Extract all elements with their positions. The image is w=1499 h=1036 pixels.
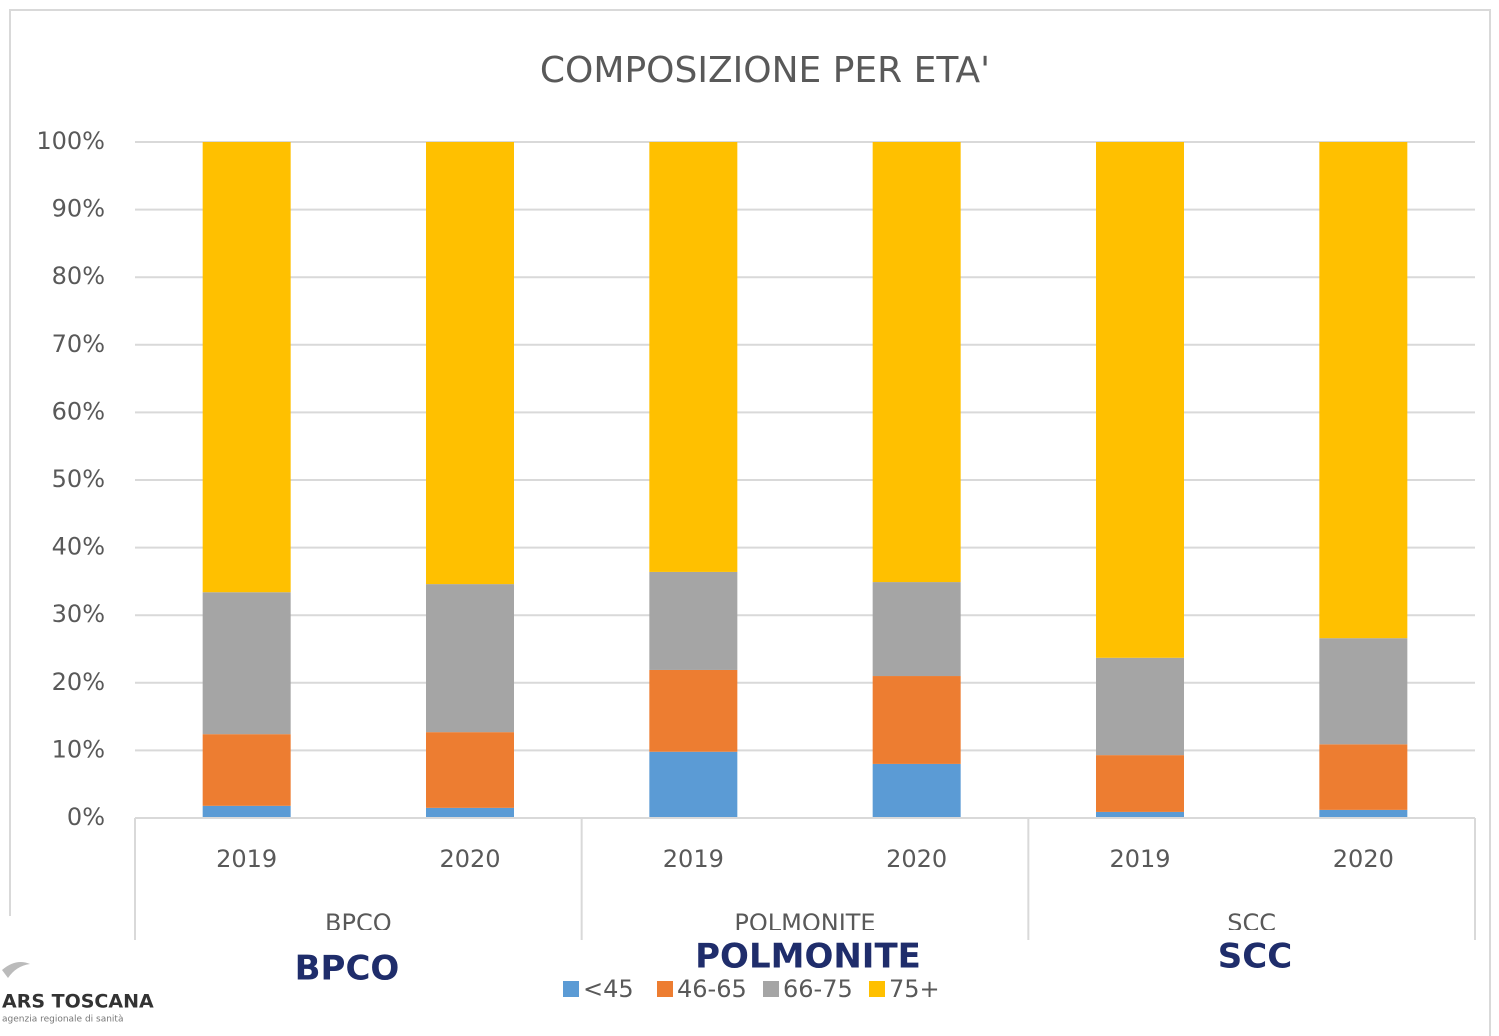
y-tick-label: 60% [52,397,105,425]
y-tick-label: 40% [52,533,105,561]
bar-segment [426,807,514,818]
group-label: BPCO [325,909,392,937]
bar-segment [202,142,291,593]
legend-swatch [657,981,673,997]
logo-tagline: agenzia regionale di sanità [2,1015,123,1025]
y-tick-label: 100% [36,127,105,155]
bar-segment [426,142,514,585]
legend-label: 46-65 [677,975,747,1003]
x-tick-label: 2020 [886,845,947,873]
x-tick-label: 2020 [439,845,500,873]
legend-swatch [763,981,779,997]
bar-segment [1319,744,1408,810]
bar-segment [1096,657,1184,756]
legend-swatch [869,981,885,997]
y-tick-label: 90% [52,195,105,223]
y-tick-label: 20% [52,668,105,696]
group-annotation: POLMONITE [695,937,921,977]
bar-segment [1096,142,1184,658]
y-tick-label: 80% [52,262,105,290]
bar-segment [1096,755,1184,812]
x-tick-label: 2019 [1109,845,1170,873]
bar-segment [202,592,291,735]
legend-label: 75+ [889,975,940,1003]
y-tick-label: 70% [52,330,105,358]
legend-label: <45 [583,975,634,1003]
bar-segment [872,582,961,677]
bar-segment [1319,638,1408,745]
bar-segment [202,734,291,806]
bar-segment [649,751,738,818]
chart-border [9,9,1491,1036]
bar-segment [649,142,738,572]
logo-name: ARS TOSCANA [2,991,154,1013]
x-tick-label: 2019 [216,845,277,873]
group-labels: BPCO POLMONITE SCC [325,909,1276,937]
legend-swatch [563,981,579,997]
x-tick-label: 2020 [1333,845,1394,873]
bar-segment [426,584,514,733]
x-tick-label: 2019 [663,845,724,873]
group-annotation: BPCO [295,949,400,989]
bar-segment [202,805,291,818]
chart-title: COMPOSIZIONE PER ETA' [540,50,990,91]
logo: ARS TOSCANA agenzia regionale di sanità [2,962,154,1025]
bar-segment [1319,809,1408,818]
y-tick-label: 30% [52,600,105,628]
y-tick-label: 10% [52,735,105,763]
bar-segment [1319,142,1408,639]
chart-border-cover [0,916,135,1036]
y-tick-label: 50% [52,465,105,493]
bar-segment [872,763,961,818]
legend-label: 66-75 [783,975,853,1003]
group-label: POLMONITE [734,909,875,937]
logo-icon [2,962,30,978]
group-annotation: SCC [1218,937,1292,977]
bar-segment [872,676,961,764]
bar-segment [872,142,961,583]
bar-segment [649,571,738,670]
group-label: SCC [1227,909,1276,937]
y-tick-label: 0% [67,803,105,831]
bar-segment [649,669,738,752]
bar-segment [426,732,514,808]
bar-segment [1096,811,1184,818]
